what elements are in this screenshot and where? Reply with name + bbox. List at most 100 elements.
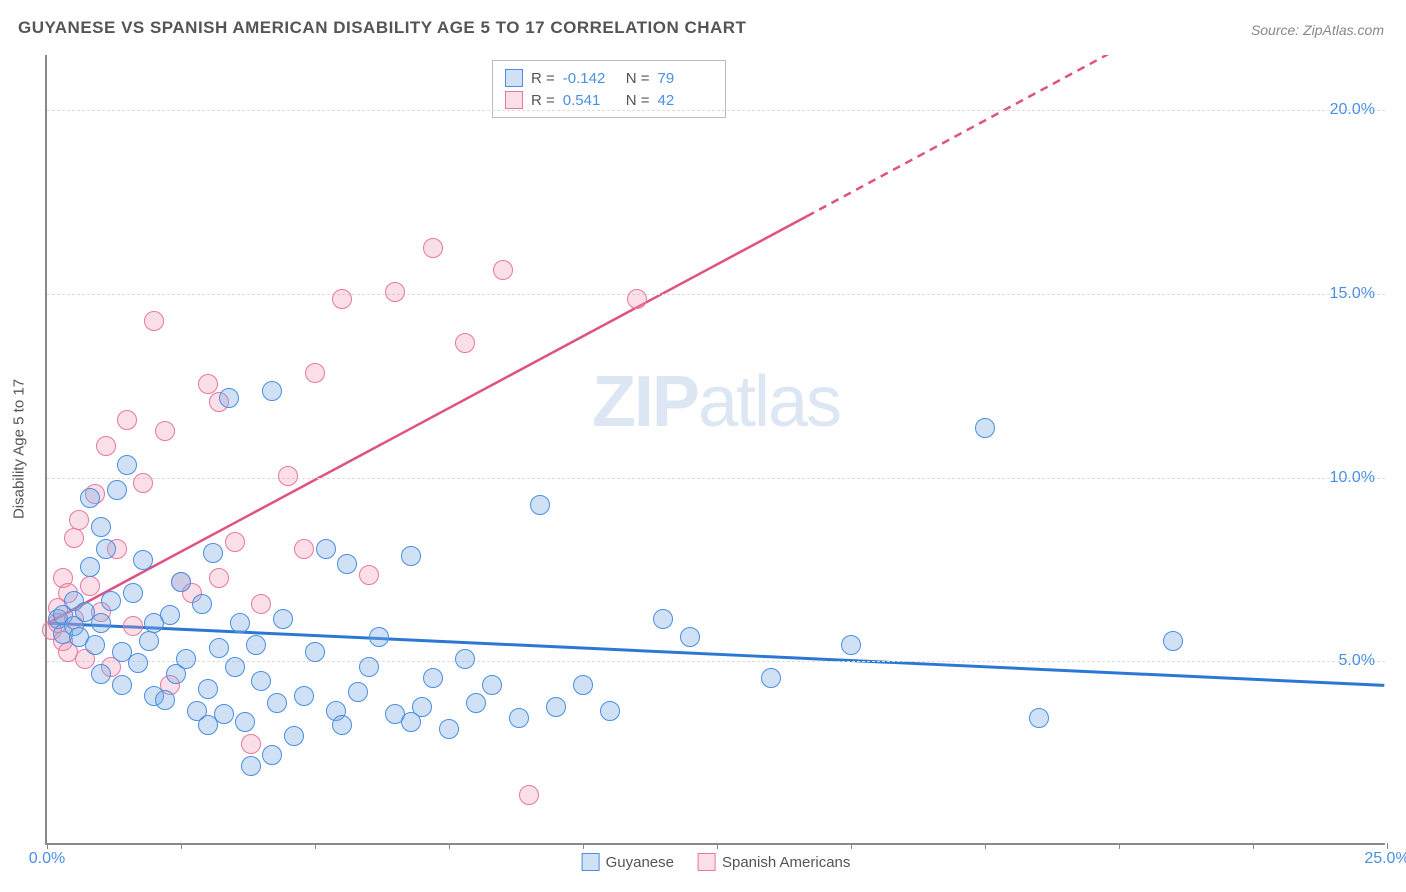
- data-point: [1163, 631, 1183, 651]
- data-point: [64, 528, 84, 548]
- x-tick-mark: [1253, 843, 1254, 849]
- data-point: [337, 554, 357, 574]
- data-point: [91, 517, 111, 537]
- data-point: [117, 455, 137, 475]
- x-tick-mark: [47, 843, 48, 849]
- data-point: [198, 715, 218, 735]
- data-point: [401, 712, 421, 732]
- plot-area: Disability Age 5 to 17 ZIPatlas R = -0.1…: [45, 55, 1385, 845]
- x-tick-mark: [315, 843, 316, 849]
- data-point: [278, 466, 298, 486]
- data-point: [171, 572, 191, 592]
- data-point: [546, 697, 566, 717]
- gridline: [47, 294, 1385, 295]
- data-point: [519, 785, 539, 805]
- blue-swatch-icon: [505, 69, 523, 87]
- x-tick-label: 25.0%: [1364, 850, 1406, 868]
- x-tick-mark: [1119, 843, 1120, 849]
- data-point: [230, 613, 250, 633]
- data-point: [294, 686, 314, 706]
- data-point: [267, 693, 287, 713]
- data-point: [123, 583, 143, 603]
- data-point: [91, 613, 111, 633]
- data-point: [455, 649, 475, 669]
- gridline: [47, 661, 1385, 662]
- data-point: [144, 311, 164, 331]
- y-tick-label: 20.0%: [1330, 101, 1375, 119]
- data-point: [369, 627, 389, 647]
- data-point: [225, 657, 245, 677]
- pink-swatch-icon: [505, 91, 523, 109]
- data-point: [209, 568, 229, 588]
- data-point: [385, 282, 405, 302]
- gridline: [47, 478, 1385, 479]
- x-tick-mark: [717, 843, 718, 849]
- legend-item-pink: Spanish Americans: [698, 853, 850, 871]
- data-point: [96, 436, 116, 456]
- data-point: [761, 668, 781, 688]
- data-point: [439, 719, 459, 739]
- data-point: [284, 726, 304, 746]
- data-point: [117, 410, 137, 430]
- blue-swatch-icon: [582, 853, 600, 871]
- data-point: [96, 539, 116, 559]
- data-point: [493, 260, 513, 280]
- x-tick-mark: [985, 843, 986, 849]
- data-point: [423, 238, 443, 258]
- x-tick-mark: [181, 843, 182, 849]
- data-point: [401, 546, 421, 566]
- data-point: [332, 715, 352, 735]
- data-point: [155, 421, 175, 441]
- source-attribution: Source: ZipAtlas.com: [1251, 22, 1384, 38]
- data-point: [133, 473, 153, 493]
- data-point: [85, 635, 105, 655]
- x-tick-mark: [1387, 843, 1388, 849]
- stats-row-pink: R = 0.541 N = 42: [505, 89, 713, 111]
- pink-swatch-icon: [698, 853, 716, 871]
- data-point: [176, 649, 196, 669]
- legend: Guyanese Spanish Americans: [582, 853, 851, 871]
- data-point: [975, 418, 995, 438]
- x-tick-label: 0.0%: [29, 850, 65, 868]
- data-point: [1029, 708, 1049, 728]
- data-point: [600, 701, 620, 721]
- trend-line: [807, 55, 1304, 216]
- data-point: [133, 550, 153, 570]
- data-point: [80, 557, 100, 577]
- x-tick-mark: [583, 843, 584, 849]
- data-point: [123, 616, 143, 636]
- data-point: [251, 594, 271, 614]
- data-point: [841, 635, 861, 655]
- pink-n-value: 42: [658, 92, 713, 109]
- legend-item-blue: Guyanese: [582, 853, 674, 871]
- data-point: [332, 289, 352, 309]
- trend-line: [48, 623, 1385, 685]
- data-point: [80, 576, 100, 596]
- data-point: [359, 565, 379, 585]
- data-point: [198, 679, 218, 699]
- data-point: [225, 532, 245, 552]
- data-point: [241, 734, 261, 754]
- y-tick-label: 10.0%: [1330, 469, 1375, 487]
- data-point: [262, 381, 282, 401]
- data-point: [107, 480, 127, 500]
- data-point: [69, 510, 89, 530]
- data-point: [192, 594, 212, 614]
- blue-r-value: -0.142: [563, 70, 618, 87]
- chart-title: GUYANESE VS SPANISH AMERICAN DISABILITY …: [18, 18, 746, 38]
- data-point: [101, 591, 121, 611]
- data-point: [653, 609, 673, 629]
- data-point: [219, 388, 239, 408]
- data-point: [128, 653, 148, 673]
- data-point: [359, 657, 379, 677]
- data-point: [466, 693, 486, 713]
- y-tick-label: 15.0%: [1330, 285, 1375, 303]
- data-point: [305, 642, 325, 662]
- x-tick-mark: [851, 843, 852, 849]
- data-point: [209, 638, 229, 658]
- pink-r-value: 0.541: [563, 92, 618, 109]
- y-tick-label: 5.0%: [1339, 652, 1375, 670]
- data-point: [305, 363, 325, 383]
- data-point: [246, 635, 266, 655]
- data-point: [160, 605, 180, 625]
